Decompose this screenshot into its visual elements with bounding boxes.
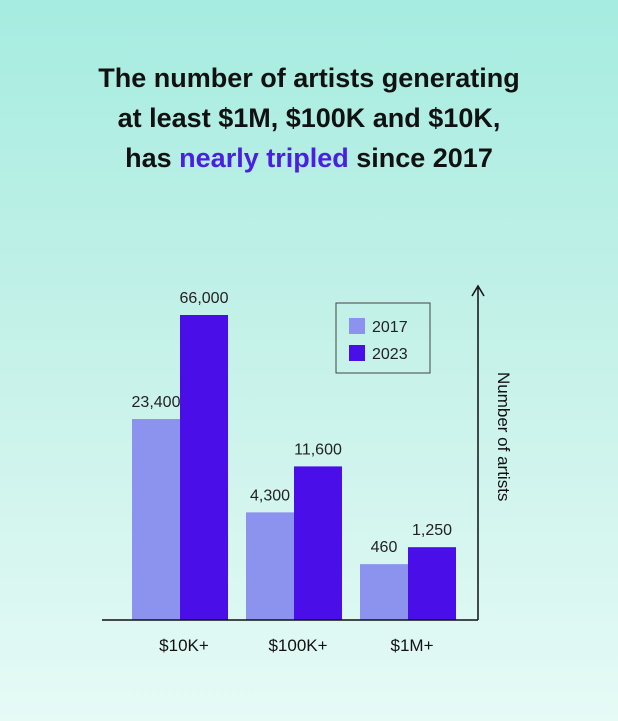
x-tick-label-0: $10K+ [159, 636, 209, 655]
x-tick-label-2: $1M+ [391, 636, 434, 655]
data-label-2023-0: 66,000 [180, 290, 229, 307]
data-label-2017-2: 460 [371, 539, 398, 556]
title-highlight: nearly tripled [179, 143, 349, 173]
bar-2023-1 [294, 466, 342, 620]
y-axis-arrow [471, 284, 485, 297]
legend-box [335, 302, 431, 374]
bar-2023-2 [408, 547, 456, 620]
data-label-2017-1: 4,300 [250, 487, 290, 504]
legend-swatch-2023 [349, 345, 365, 361]
chart-title: The number of artists generating at leas… [0, 58, 618, 178]
legend-label-2023: 2023 [372, 346, 408, 363]
bar-2023-0 [180, 315, 228, 620]
y-axis-label: Number of artists [494, 372, 513, 501]
data-label-2023-1: 11,600 [294, 441, 342, 458]
bar-2017-2 [360, 564, 408, 620]
title-line-3-start: has [125, 143, 180, 173]
title-line-2: at least $1M, $100K and $10K, [117, 103, 501, 133]
data-label-2023-2: 1,250 [412, 522, 452, 539]
title-line-1: The number of artists generating [98, 63, 520, 93]
bar-2017-0 [132, 419, 180, 620]
data-label-2017-0: 23,400 [132, 394, 181, 411]
x-tick-label-1: $100K+ [268, 636, 327, 655]
title-line-3-end: since 2017 [348, 143, 493, 173]
title-line-3: has nearly tripled since 2017 [0, 138, 618, 178]
bar-2017-1 [246, 512, 294, 620]
legend-swatch-2017 [349, 318, 365, 334]
legend-label-2017: 2017 [372, 319, 408, 336]
